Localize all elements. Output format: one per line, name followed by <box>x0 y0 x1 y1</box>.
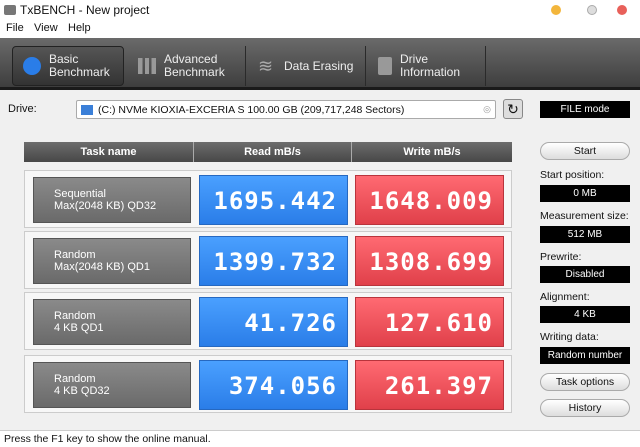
app-icon <box>4 5 16 15</box>
tab-data-erasing[interactable]: ≋ Data Erasing <box>248 46 366 86</box>
task-button-rnd-max-qd1[interactable]: Random Max(2048 KB) QD1 <box>33 238 191 284</box>
toolbar: Basic Benchmark Advanced Benchmark ≋ Data … <box>0 38 640 90</box>
prewrite-value: Disabled <box>540 266 630 283</box>
task-name: Random <box>54 310 96 322</box>
tab-basic-benchmark[interactable]: Basic Benchmark <box>12 46 124 86</box>
tab-drive-information[interactable]: Drive Information <box>368 46 486 86</box>
header-read: Read mB/s <box>194 142 352 162</box>
tab-label: Drive <box>400 52 429 66</box>
drive-label: Drive: <box>8 103 37 115</box>
alignment-label: Alignment: <box>540 291 590 303</box>
maximize-button[interactable] <box>587 5 597 15</box>
drive-value: (C:) NVMe KIOXIA-EXCERIA S 100.00 GB (20… <box>98 103 405 116</box>
write-value: 261.397 <box>355 360 504 410</box>
start-position-value: 0 MB <box>540 185 630 202</box>
tab-advanced-benchmark[interactable]: Advanced Benchmark <box>128 46 246 86</box>
table-header: Task name Read mB/s Write mB/s <box>24 142 512 162</box>
status-bar: Press the F1 key to show the online manu… <box>0 430 640 447</box>
tab-label: Basic <box>49 52 79 66</box>
dropdown-icon: ◎ <box>483 104 491 114</box>
table-row: Random 4 KB QD32 374.056 261.397 <box>24 355 512 413</box>
drive-info-icon <box>378 57 392 75</box>
tab-label: Data Erasing <box>284 58 354 73</box>
tab-label: Advanced <box>164 52 218 66</box>
minimize-button[interactable] <box>551 5 561 15</box>
menu-help[interactable]: Help <box>68 22 91 34</box>
menu-file[interactable]: File <box>6 22 24 34</box>
task-detail: 4 KB QD32 <box>54 385 110 397</box>
drive-icon <box>81 104 93 115</box>
table-row: Sequential Max(2048 KB) QD32 1695.442 164… <box>24 170 512 228</box>
refresh-icon: ↻ <box>507 101 519 117</box>
measurement-size-value: 512 MB <box>540 226 630 243</box>
refresh-button[interactable]: ↻ <box>503 99 523 119</box>
menu-view[interactable]: View <box>34 22 58 34</box>
writing-data-value: Random number <box>540 347 630 364</box>
writing-data-label: Writing data: <box>540 331 599 343</box>
task-button-rnd-4k-qd32[interactable]: Random 4 KB QD32 <box>33 362 191 408</box>
tab-label: Information <box>400 65 461 79</box>
read-value: 1399.732 <box>199 236 348 286</box>
read-value: 1695.442 <box>199 175 348 225</box>
mode-display: FILE mode <box>540 101 630 118</box>
task-name: Sequential <box>54 188 106 200</box>
read-value: 41.726 <box>199 297 348 347</box>
task-name: Random <box>54 373 96 385</box>
write-value: 1308.699 <box>355 236 504 286</box>
read-value: 374.056 <box>199 360 348 410</box>
start-position-label: Start position: <box>540 169 605 181</box>
table-row: Random 4 KB QD1 41.726 127.610 <box>24 292 512 350</box>
alignment-value: 4 KB <box>540 306 630 323</box>
task-button-seq-qd32[interactable]: Sequential Max(2048 KB) QD32 <box>33 177 191 223</box>
start-button[interactable]: Start <box>540 142 630 160</box>
tab-label: Benchmark <box>49 65 110 79</box>
bar-chart-icon <box>138 58 156 74</box>
task-name: Random <box>54 249 96 261</box>
prewrite-label: Prewrite: <box>540 251 582 263</box>
task-options-button[interactable]: Task options <box>540 373 630 391</box>
task-detail: Max(2048 KB) QD1 <box>54 261 150 273</box>
measurement-size-label: Measurement size: <box>540 210 629 222</box>
task-detail: 4 KB QD1 <box>54 322 104 334</box>
menu-bar: File View Help <box>0 20 640 38</box>
history-button[interactable]: History <box>540 399 630 417</box>
task-button-rnd-4k-qd1[interactable]: Random 4 KB QD1 <box>33 299 191 345</box>
task-detail: Max(2048 KB) QD32 <box>54 200 157 212</box>
title-bar: TxBENCH - New project <box>0 0 640 20</box>
drive-select[interactable]: (C:) NVMe KIOXIA-EXCERIA S 100.00 GB (20… <box>76 100 496 119</box>
header-write: Write mB/s <box>352 142 512 162</box>
write-value: 127.610 <box>355 297 504 347</box>
stopwatch-icon <box>23 57 41 75</box>
window-title: TxBENCH - New project <box>20 3 150 17</box>
table-row: Random Max(2048 KB) QD1 1399.732 1308.699 <box>24 231 512 289</box>
eraser-icon: ≋ <box>258 56 274 76</box>
write-value: 1648.009 <box>355 175 504 225</box>
tab-label: Benchmark <box>164 65 225 79</box>
header-task-name: Task name <box>24 142 194 162</box>
close-button[interactable] <box>617 5 627 15</box>
